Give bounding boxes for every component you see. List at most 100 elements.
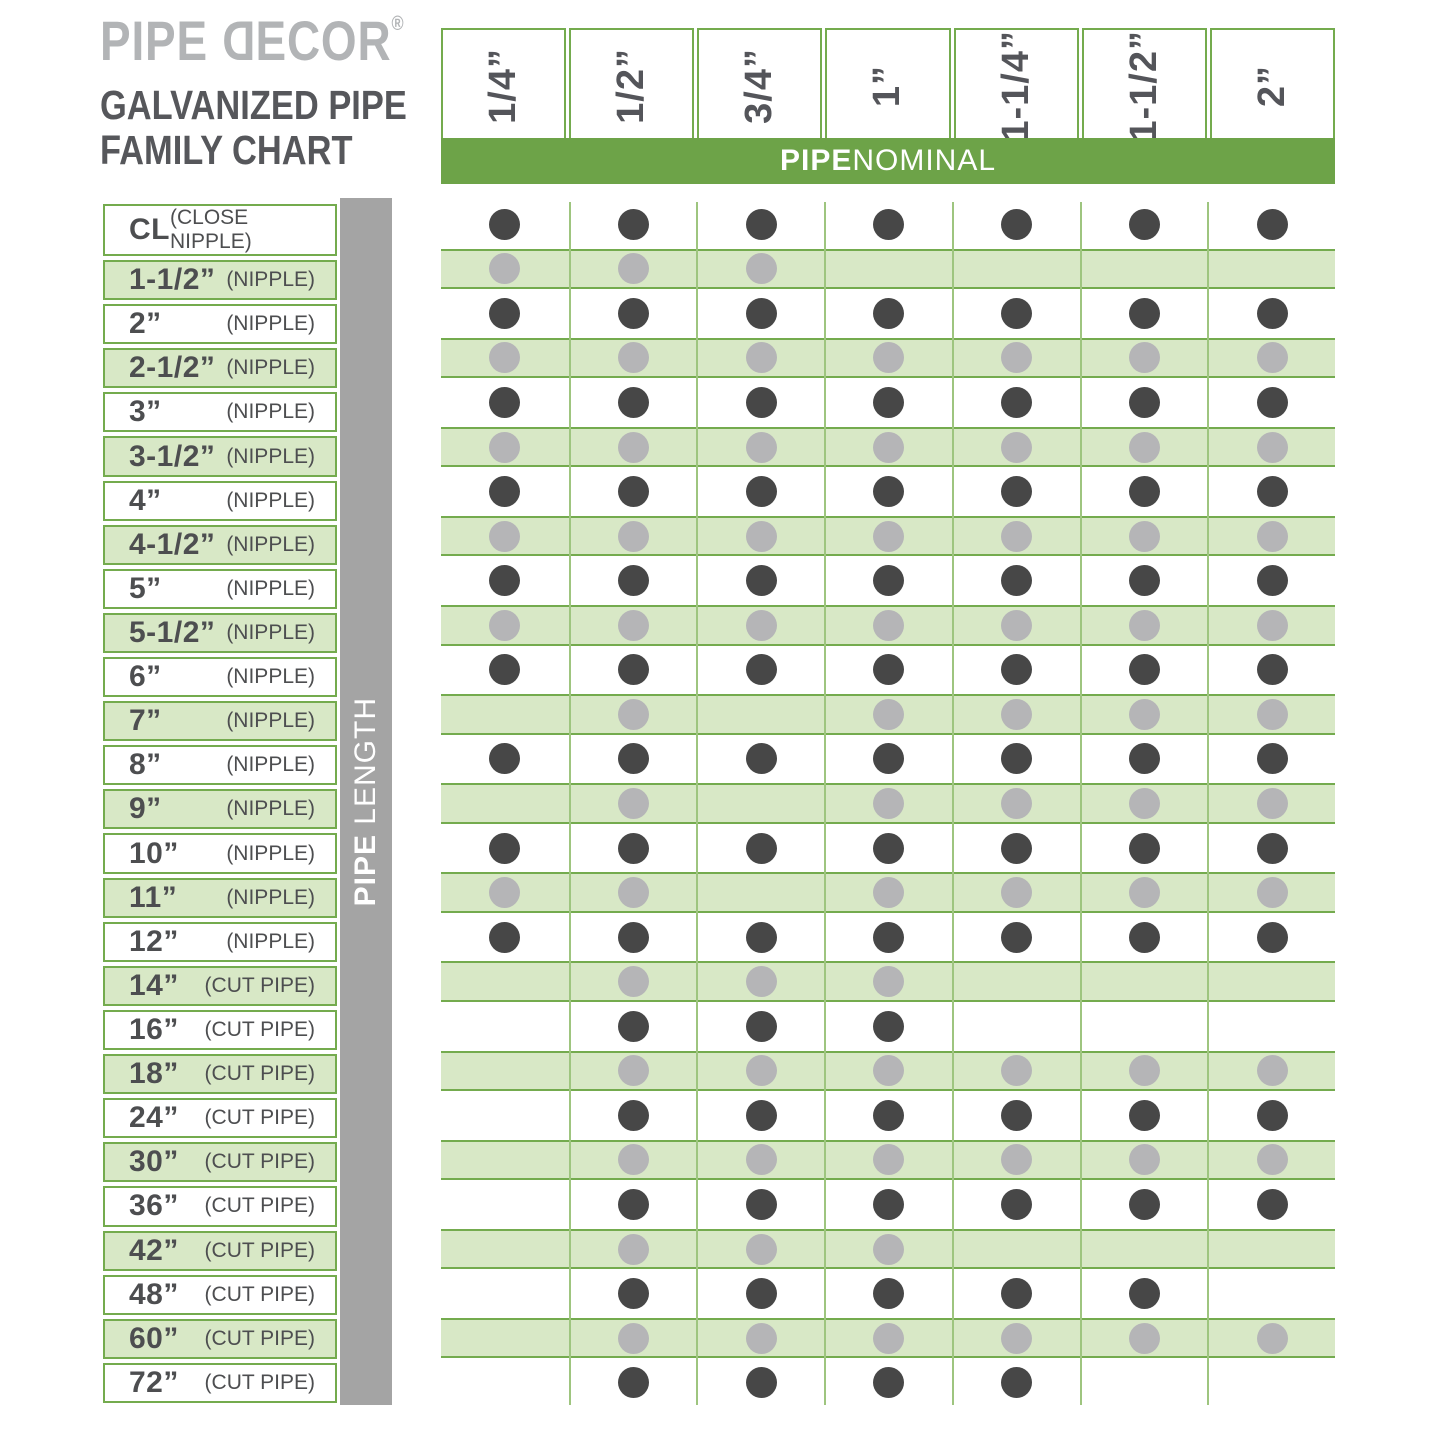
column-header-label: 3/4”: [738, 47, 781, 124]
table-row: [441, 1004, 1335, 1049]
column-header-label: 1-1/2”: [1122, 30, 1165, 142]
dot-cell: [824, 1271, 952, 1316]
availability-dot: [873, 476, 905, 508]
dot-cell: [824, 1360, 952, 1405]
availability-dot: [1128, 342, 1160, 374]
availability-dot: [745, 921, 777, 953]
dot-cell: [441, 781, 569, 826]
dot-cell: [1079, 1137, 1208, 1183]
dot-cell: [951, 1315, 1080, 1361]
column-header-cell: 2”: [1209, 28, 1335, 144]
row-kind-label: (NIPPLE): [226, 797, 315, 821]
availability-dot: [1128, 297, 1160, 329]
availability-dot: [745, 1010, 777, 1042]
dot-cell: [696, 380, 824, 425]
row-kind-label: (CUT PIPE): [204, 1326, 315, 1350]
row-kind-label: (NIPPLE): [226, 532, 315, 556]
row-label: 12” (NIPPLE): [103, 921, 337, 962]
row-cells: [441, 736, 1335, 782]
availability-dot: [489, 877, 521, 909]
table-row: [441, 825, 1335, 871]
row-label-slot: 5” (NIPPLE): [103, 567, 337, 611]
availability-dot: [1128, 832, 1160, 864]
availability-dot: [618, 1144, 650, 1176]
dot-cell: [951, 513, 1080, 559]
row-size-label: 9”: [129, 792, 162, 826]
dot-cell: [1207, 1226, 1335, 1272]
availability-dot: [873, 386, 905, 418]
dot-cell: [1079, 603, 1208, 648]
column-header-cell: 1”: [825, 28, 951, 144]
availability-dot: [1001, 1055, 1033, 1087]
row-label: 72” (CUT PIPE): [103, 1362, 337, 1403]
dot-cell: [568, 781, 697, 826]
row-label: 11” (NIPPLE): [103, 877, 337, 918]
row-cells: [441, 1182, 1335, 1227]
availability-dot: [1128, 1188, 1160, 1220]
availability-dot: [1001, 431, 1033, 463]
availability-dot: [489, 654, 521, 686]
availability-dot: [745, 1233, 777, 1265]
row-band: [441, 248, 1335, 290]
dot-cell: [824, 424, 952, 470]
column-header-cell: 1-1/4”: [953, 28, 1079, 144]
row-kind-label: (NIPPLE): [226, 929, 315, 953]
availability-dot: [873, 1010, 905, 1042]
dot-cell: [441, 826, 569, 871]
availability-dot: [1256, 342, 1288, 374]
row-label: 5-1/2” (NIPPLE): [103, 612, 337, 654]
dot-cell: [824, 469, 952, 514]
row-label-slot: 14” (CUT PIPE): [103, 964, 337, 1008]
availability-dot: [745, 1099, 777, 1131]
availability-dot: [1128, 654, 1160, 686]
availability-dot: [1128, 1099, 1160, 1131]
row-size-label: 5-1/2”: [129, 615, 216, 649]
availability-dot: [1001, 520, 1033, 552]
row-cells: [441, 692, 1335, 737]
logo-decor-first-letter: D: [221, 9, 256, 72]
availability-dot: [1128, 921, 1160, 953]
dot-cell: [824, 1182, 952, 1227]
row-size-label: 2-1/2”: [129, 351, 216, 385]
row-cells: [441, 781, 1335, 826]
table-row: [441, 558, 1335, 603]
row-kind-label: (CUT PIPE): [204, 1282, 315, 1306]
availability-dot: [873, 832, 905, 864]
dot-cell: [441, 514, 569, 559]
availability-dot: [489, 565, 521, 597]
availability-dot: [618, 743, 650, 775]
availability-dot: [1001, 743, 1033, 775]
dot-cell: [1207, 603, 1335, 648]
availability-dot: [618, 877, 650, 909]
dot-cell: [1207, 1093, 1335, 1138]
availability-dot: [1128, 698, 1160, 730]
availability-dot: [489, 431, 521, 463]
dot-cell: [1207, 1360, 1335, 1405]
availability-dot: [1256, 208, 1288, 240]
availability-dot: [745, 1322, 777, 1354]
row-label: 2-1/2” (NIPPLE): [103, 348, 337, 389]
dot-cell: [1079, 781, 1208, 826]
dot-cell: [1079, 380, 1208, 425]
row-kind-label: (NIPPLE): [226, 620, 315, 644]
availability-dot: [618, 253, 650, 285]
availability-dot: [1001, 1278, 1033, 1310]
dot-cell: [568, 1315, 697, 1361]
availability-dot: [745, 966, 777, 998]
availability-dot: [745, 832, 777, 864]
row-cells: [441, 1226, 1335, 1272]
availability-dot: [618, 1099, 650, 1131]
dot-cell: [951, 291, 1080, 336]
availability-dot: [1256, 698, 1288, 730]
row-label-slot: 3” (NIPPLE): [103, 390, 337, 434]
dot-cell: [568, 1271, 697, 1316]
row-label: 2” (NIPPLE): [103, 304, 337, 345]
dot-cell: [824, 1093, 952, 1138]
availability-dot: [873, 297, 905, 329]
dot-cell: [696, 914, 824, 960]
availability-dot: [873, 520, 905, 552]
row-label: 4” (NIPPLE): [103, 480, 337, 521]
availability-dot: [745, 342, 777, 374]
dot-cell: [951, 647, 1080, 693]
dot-cell: [1207, 825, 1335, 871]
